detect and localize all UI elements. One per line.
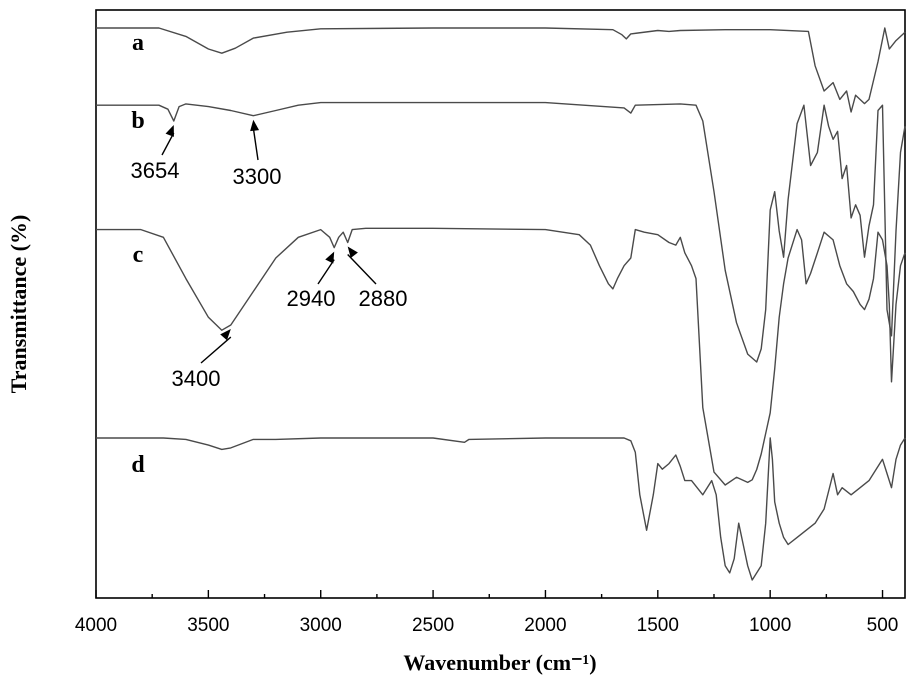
x-axis-title: Wavenumber (cm⁻¹)	[403, 650, 596, 675]
x-ticks-group: 4000 3500 3000 2500 2000 1500 1000 500	[75, 590, 899, 636]
series-a-line	[96, 27, 906, 113]
annotation-arrow-2880	[347, 253, 377, 285]
annotation-label-3654: 3654	[131, 158, 180, 183]
series-b-label: b	[131, 108, 144, 134]
annotation-arrow-3654	[161, 132, 175, 156]
x-tick-label-3000: 3000	[300, 615, 342, 636]
annotation-label-3400: 3400	[172, 366, 221, 391]
series-b-line	[96, 101, 906, 363]
annotation-arrowhead-3654	[165, 124, 174, 137]
annotation-arrowhead-2940	[325, 251, 335, 264]
annotations-group: 3654 3300 3400 2940 2880	[131, 119, 408, 391]
series-d-label: d	[131, 452, 145, 478]
x-tick-label-1500: 1500	[637, 615, 679, 636]
annotation-label-3300: 3300	[233, 164, 282, 189]
annotation-label-2940: 2940	[287, 286, 336, 311]
annotation-arrow-2940	[317, 259, 335, 285]
annotation-arrow-3400	[200, 336, 232, 364]
series-d-line	[96, 437, 906, 581]
series-c-line	[96, 227, 906, 486]
annotation-arrowhead-3300	[250, 119, 260, 132]
x-tick-label-3500: 3500	[187, 615, 229, 636]
x-tick-label-1000: 1000	[749, 615, 791, 636]
y-axis-title: Transmittance (%)	[6, 215, 31, 394]
x-tick-label-2000: 2000	[524, 615, 566, 636]
curves-group	[96, 27, 906, 581]
annotation-label-2880: 2880	[359, 286, 408, 311]
plot-frame	[95, 9, 906, 599]
annotation-arrow-3300	[252, 127, 259, 161]
series-c-label: c	[133, 242, 144, 268]
x-tick-label-2500: 2500	[412, 615, 454, 636]
series-a-label: a	[132, 30, 144, 56]
annotation-arrowhead-2880	[347, 246, 358, 258]
series-labels-group: a b c d	[131, 30, 145, 478]
x-tick-label-500: 500	[867, 615, 899, 636]
annotation-arrowhead-3400	[220, 329, 231, 341]
x-tick-label-4000: 4000	[75, 615, 117, 636]
